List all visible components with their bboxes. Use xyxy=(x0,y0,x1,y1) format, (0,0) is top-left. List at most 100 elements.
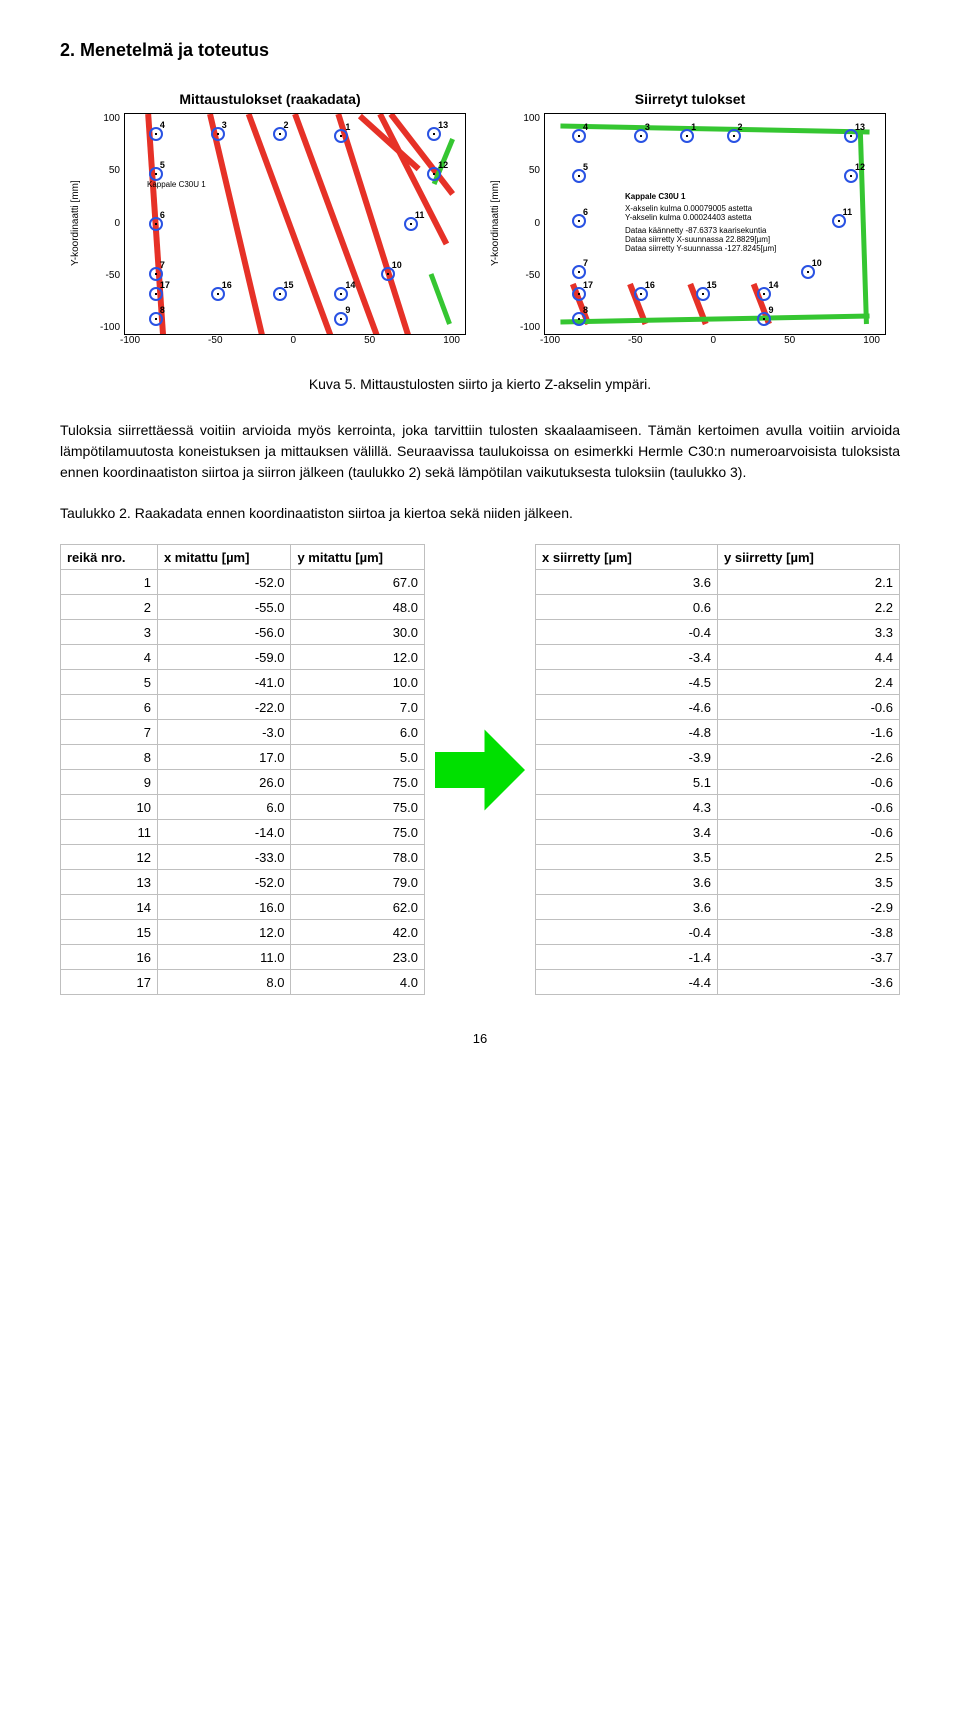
chart-marker-label: 16 xyxy=(222,280,232,290)
ytick: 100 xyxy=(103,113,120,124)
table-row: 3.63.5 xyxy=(536,870,900,895)
table-left: reikä nro.x mitattu [µm]y mitattu [µm]1-… xyxy=(60,544,425,995)
chart-marker-label: 8 xyxy=(160,305,165,315)
table-row: 3-56.030.0 xyxy=(61,620,425,645)
chart-right-box: Kappale C30U 1 X-akselin kulma 0.0007900… xyxy=(544,113,886,335)
ytick: -50 xyxy=(526,270,540,281)
table-row: -0.43.3 xyxy=(536,620,900,645)
chart-right-xticks: -100-50050100 xyxy=(540,335,880,346)
table-row: -4.8-1.6 xyxy=(536,720,900,745)
chart-left-xticks: -100-50050100 xyxy=(120,335,460,346)
table-row: -4.6-0.6 xyxy=(536,695,900,720)
xtick: -100 xyxy=(540,335,560,346)
table-row: 13-52.079.0 xyxy=(61,870,425,895)
table-row: 178.04.0 xyxy=(61,970,425,995)
table-row: 1611.023.0 xyxy=(61,945,425,970)
table-header: x mitattu [µm] xyxy=(157,545,291,570)
chart-right-panel: Siirretyt tulokset Y-koordinaatti [mm] 1… xyxy=(490,91,890,346)
chart-marker-label: 2 xyxy=(284,120,289,130)
chart-marker-label: 14 xyxy=(768,280,778,290)
arrow-cell xyxy=(435,725,525,815)
arrow-icon xyxy=(435,725,525,815)
table-caption: Taulukko 2. Raakadata ennen koordinaatis… xyxy=(60,503,900,524)
chart-right-ylabel: Y-koordinaatti [mm] xyxy=(490,113,506,333)
table-row: -1.4-3.7 xyxy=(536,945,900,970)
xtick: 100 xyxy=(863,335,880,346)
chart-marker-label: 15 xyxy=(707,280,717,290)
chart-left-yticks: 100500-50-100 xyxy=(86,113,124,333)
chart-left-ylabel: Y-koordinaatti [mm] xyxy=(70,113,86,333)
table-header: y siirretty [µm] xyxy=(718,545,900,570)
table-header: x siirretty [µm] xyxy=(536,545,718,570)
table-right: x siirretty [µm]y siirretty [µm]3.62.10.… xyxy=(535,544,900,995)
chart-marker-label: 5 xyxy=(583,162,588,172)
table-row: 6-22.07.0 xyxy=(61,695,425,720)
chart-right-title: Siirretyt tulokset xyxy=(490,91,890,107)
chart-marker-label: 1 xyxy=(691,122,696,132)
chart-left-label: Kappale C30U 1 xyxy=(147,180,206,190)
table-row: 7-3.06.0 xyxy=(61,720,425,745)
table-header: reikä nro. xyxy=(61,545,158,570)
xtick: 100 xyxy=(443,335,460,346)
paragraph-1: Tuloksia siirrettäessä voitiin arvioida … xyxy=(60,420,900,483)
ytick: -100 xyxy=(520,322,540,333)
chart-marker-label: 16 xyxy=(645,280,655,290)
xtick: 50 xyxy=(784,335,795,346)
chart-marker-label: 7 xyxy=(160,260,165,270)
chart-left-box: Kappale C30U 1 4321135126117101716151489 xyxy=(124,113,466,335)
table-row: 12-33.078.0 xyxy=(61,845,425,870)
table-row: 3.6-2.9 xyxy=(536,895,900,920)
chart-marker-label: 17 xyxy=(583,280,593,290)
chart-right-yticks: 100500-50-100 xyxy=(506,113,544,333)
table-row: 4-59.012.0 xyxy=(61,645,425,670)
chart-right-sub2: Y-akselin kulma 0.00024403 astetta xyxy=(625,213,751,223)
table-row: 817.05.0 xyxy=(61,745,425,770)
chart-left-panel: Mittaustulokset (raakadata) Y-koordinaat… xyxy=(70,91,470,346)
xtick: 0 xyxy=(291,335,297,346)
chart-marker-label: 6 xyxy=(160,210,165,220)
table-row: 106.075.0 xyxy=(61,795,425,820)
section-heading: 2. Menetelmä ja toteutus xyxy=(60,40,900,61)
xtick: -50 xyxy=(628,335,642,346)
chart-marker-label: 10 xyxy=(392,260,402,270)
chart-marker-label: 3 xyxy=(222,120,227,130)
charts-row: Mittaustulokset (raakadata) Y-koordinaat… xyxy=(60,91,900,346)
table-row: 5-41.010.0 xyxy=(61,670,425,695)
chart-left-title: Mittaustulokset (raakadata) xyxy=(70,91,470,107)
table-row: 2-55.048.0 xyxy=(61,595,425,620)
chart-marker-label: 12 xyxy=(855,162,865,172)
table-row: -3.9-2.6 xyxy=(536,745,900,770)
figure-caption: Kuva 5. Mittaustulosten siirto ja kierto… xyxy=(60,376,900,392)
chart-marker-label: 14 xyxy=(345,280,355,290)
chart-marker-label: 9 xyxy=(768,305,773,315)
table-row: -4.4-3.6 xyxy=(536,970,900,995)
table-row: 1-52.067.0 xyxy=(61,570,425,595)
xtick: 50 xyxy=(364,335,375,346)
ytick: -50 xyxy=(106,270,120,281)
chart-marker-label: 8 xyxy=(583,305,588,315)
table-row: 3.62.1 xyxy=(536,570,900,595)
table-row: -4.52.4 xyxy=(536,670,900,695)
ytick: 50 xyxy=(109,165,120,176)
chart-marker-label: 5 xyxy=(160,160,165,170)
chart-right-label: Kappale C30U 1 xyxy=(625,192,685,202)
ytick: 0 xyxy=(534,218,540,229)
chart-marker-label: 4 xyxy=(583,122,588,132)
table-row: reikä nro.x mitattu [µm]y mitattu [µm]1-… xyxy=(60,544,900,995)
chart-marker-label: 6 xyxy=(583,207,588,217)
chart-marker-label: 15 xyxy=(284,280,294,290)
chart-marker-label: 13 xyxy=(438,120,448,130)
chart-marker-label: 13 xyxy=(855,122,865,132)
table-row: 0.62.2 xyxy=(536,595,900,620)
table-row: 3.52.5 xyxy=(536,845,900,870)
chart-right-sub5: Dataa siirretty Y-suunnassa -127.8245[µm… xyxy=(625,244,776,254)
table-row: 3.4-0.6 xyxy=(536,820,900,845)
ytick: 50 xyxy=(529,165,540,176)
page-number: 16 xyxy=(60,1031,900,1046)
table-header: y mitattu [µm] xyxy=(291,545,425,570)
table-row: 926.075.0 xyxy=(61,770,425,795)
table-row: 1416.062.0 xyxy=(61,895,425,920)
ytick: -100 xyxy=(100,322,120,333)
chart-marker-label: 2 xyxy=(738,122,743,132)
chart-marker-label: 4 xyxy=(160,120,165,130)
